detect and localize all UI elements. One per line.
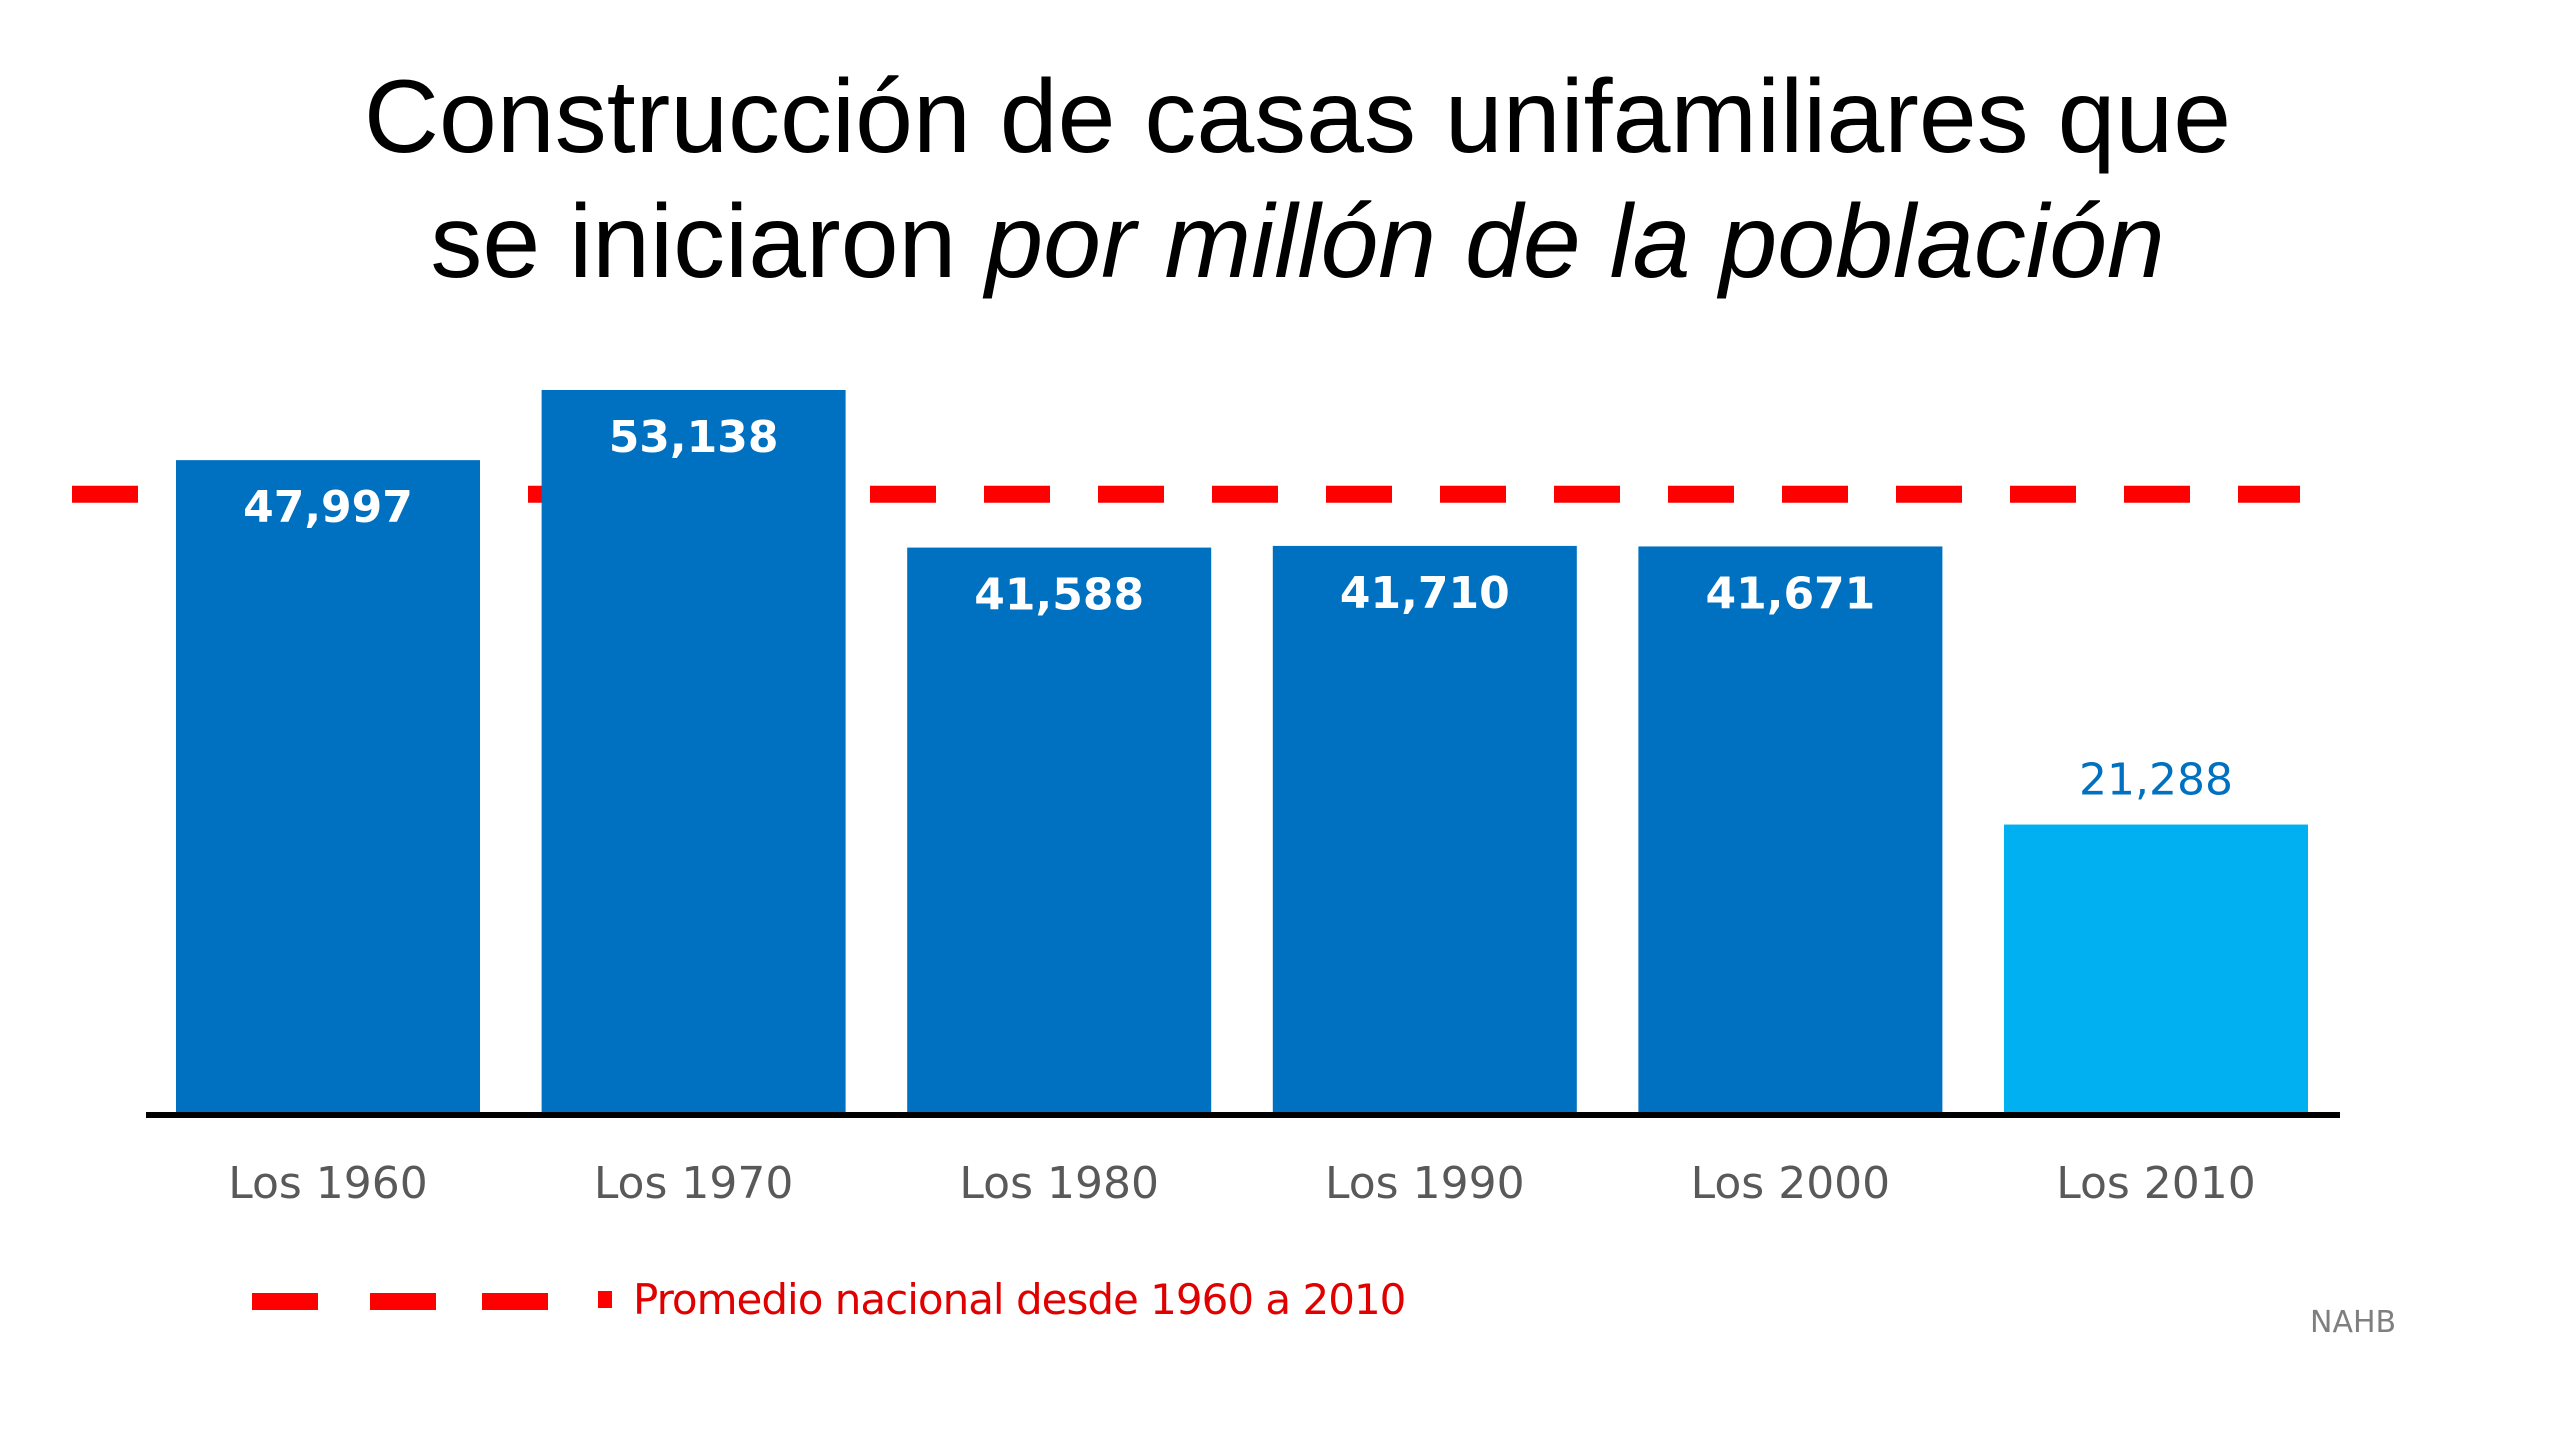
- bar-3: [1272, 545, 1577, 1115]
- data-label-4: 41,671: [1706, 568, 1876, 619]
- legend-dash-0: [252, 1293, 318, 1310]
- x-tick-label-2: Los 1980: [959, 1158, 1159, 1209]
- bar-4: [1638, 546, 1943, 1115]
- bar-1: [541, 390, 846, 1115]
- chart-title: Construcción de casas unifamiliares que …: [0, 55, 2560, 305]
- x-tick-label-0: Los 1960: [228, 1158, 428, 1209]
- title-plain: se iniciaron: [430, 184, 986, 300]
- bar-2: [907, 547, 1212, 1115]
- title-line-2: se iniciaron por millón de la población: [0, 180, 2560, 305]
- x-tick-label-4: Los 2000: [1691, 1158, 1891, 1209]
- x-tick-label-3: Los 1990: [1325, 1158, 1525, 1209]
- data-label-1: 53,138: [609, 412, 779, 463]
- legend-dash-2: [482, 1293, 548, 1310]
- title-italic: por millón de la población: [985, 184, 2165, 300]
- bar-0: [176, 460, 480, 1116]
- title-line-1: Construcción de casas unifamiliares que: [363, 59, 2232, 175]
- x-tick-label-5: Los 2010: [2056, 1158, 2256, 1209]
- source-label: NAHB: [2310, 1305, 2397, 1340]
- data-label-0: 47,997: [243, 482, 413, 533]
- legend-dash-3: [598, 1291, 612, 1308]
- data-label-2: 41,588: [974, 570, 1144, 621]
- legend-dash-1: [370, 1293, 436, 1310]
- data-label-5: 21,288: [2079, 755, 2233, 806]
- x-tick-label-1: Los 1970: [594, 1158, 794, 1209]
- data-label-3: 41,710: [1340, 568, 1510, 619]
- legend-label: Promedio nacional desde 1960 a 2010: [633, 1275, 1406, 1324]
- bar-5: [2004, 824, 2308, 1115]
